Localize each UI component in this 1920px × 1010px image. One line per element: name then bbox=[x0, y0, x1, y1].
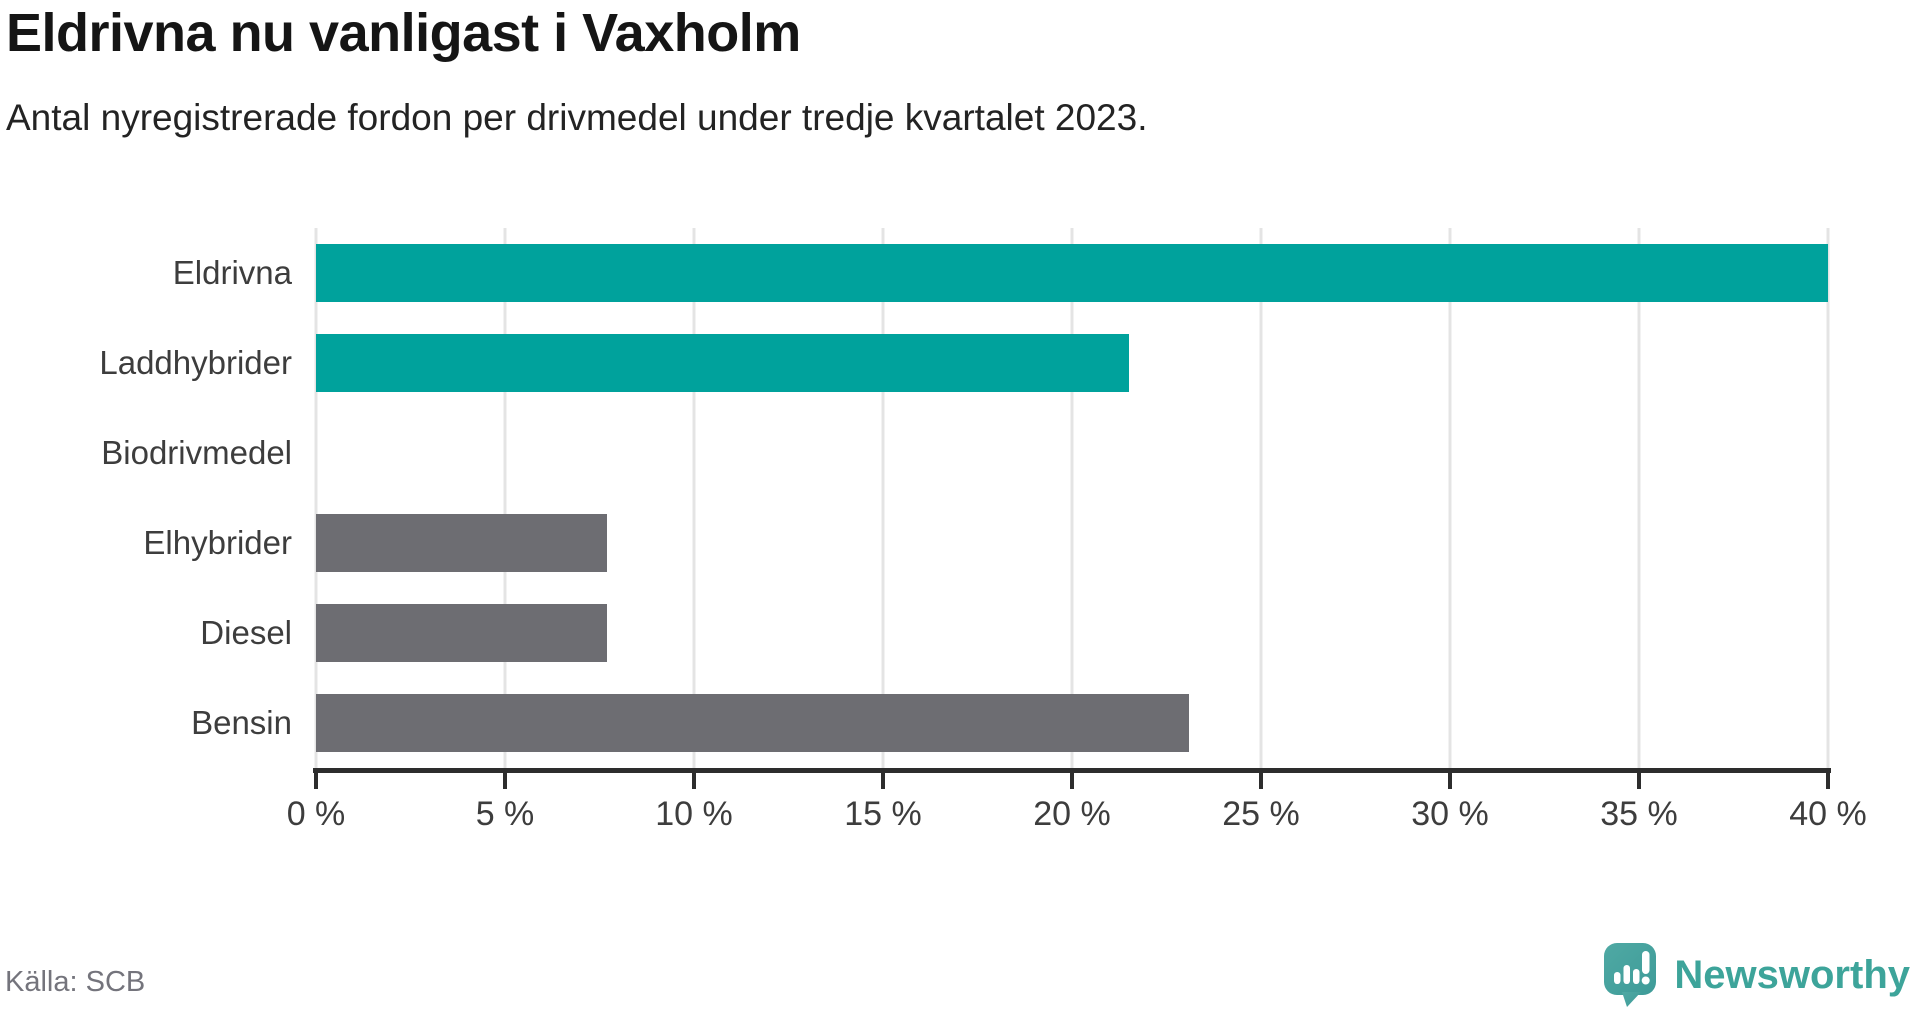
x-tick-label-40: 40 % bbox=[1789, 795, 1867, 833]
x-tick-5 bbox=[503, 773, 507, 789]
category-label-laddhybrider: Laddhybrider bbox=[99, 344, 292, 381]
newsworthy-logo: Newsworthy bbox=[1603, 942, 1910, 1008]
x-tick-30 bbox=[1448, 773, 1452, 789]
x-tick-label-15: 15 % bbox=[844, 795, 922, 833]
x-tick-35 bbox=[1637, 773, 1641, 789]
bar-elhybrider bbox=[316, 514, 608, 572]
x-tick-label-30: 30 % bbox=[1411, 795, 1489, 833]
x-axis: 0 % 5 % 10 % 15 % 20 % 25 % 30 % 35 % 40 % bbox=[287, 768, 1867, 840]
gridline-5 bbox=[503, 228, 507, 768]
newsworthy-logo-icon bbox=[1604, 943, 1657, 1007]
newsworthy-logo-text: Newsworthy bbox=[1674, 953, 1910, 997]
chart-title: Eldrivna nu vanligast i Vaxholm bbox=[6, 3, 801, 63]
category-label-diesel: Diesel bbox=[200, 614, 292, 651]
bar-diesel bbox=[316, 604, 608, 662]
x-tick-label-35: 35 % bbox=[1600, 795, 1678, 833]
category-label-bensin: Bensin bbox=[191, 704, 292, 741]
gridline-25 bbox=[1259, 228, 1263, 768]
x-tick-40 bbox=[1826, 773, 1830, 789]
x-tick-25 bbox=[1259, 773, 1263, 789]
x-tick-0 bbox=[314, 773, 318, 789]
bar-bensin bbox=[316, 694, 1190, 752]
gridline-0 bbox=[314, 228, 318, 768]
source-note: Källa: SCB bbox=[5, 966, 146, 998]
chart-subtitle: Antal nyregistrerade fordon per drivmede… bbox=[6, 97, 1148, 138]
gridline-35 bbox=[1637, 228, 1641, 768]
x-tick-label-0: 0 % bbox=[286, 795, 346, 833]
category-label-biodrivmedel: Biodrivmedel bbox=[101, 434, 292, 471]
x-tick-label-25: 25 % bbox=[1222, 795, 1300, 833]
y-axis-labels: Eldrivna Laddhybrider Biodrivmedel Elhybrid… bbox=[0, 228, 292, 768]
bar-eldrivna bbox=[316, 244, 1828, 302]
plot-area bbox=[314, 228, 1830, 768]
x-tick-20 bbox=[1070, 773, 1074, 789]
x-tick-10 bbox=[692, 773, 696, 789]
x-axis-line bbox=[313, 768, 1831, 773]
gridline-40 bbox=[1826, 228, 1830, 768]
category-label-eldrivna: Eldrivna bbox=[172, 254, 292, 291]
bar-laddhybrider bbox=[316, 334, 1129, 392]
bar-chart: Eldrivna nu vanligast i Vaxholm Antal ny… bbox=[0, 3, 1867, 840]
gridline-10 bbox=[692, 228, 696, 768]
x-tick-label-10: 10 % bbox=[655, 795, 733, 833]
gridline-30 bbox=[1448, 228, 1452, 768]
x-tick-label-20: 20 % bbox=[1033, 795, 1111, 833]
gridline-20 bbox=[1070, 228, 1074, 768]
gridline-15 bbox=[881, 228, 885, 768]
category-label-elhybrider: Elhybrider bbox=[143, 524, 292, 561]
x-tick-15 bbox=[881, 773, 885, 789]
x-tick-label-5: 5 % bbox=[475, 795, 535, 833]
